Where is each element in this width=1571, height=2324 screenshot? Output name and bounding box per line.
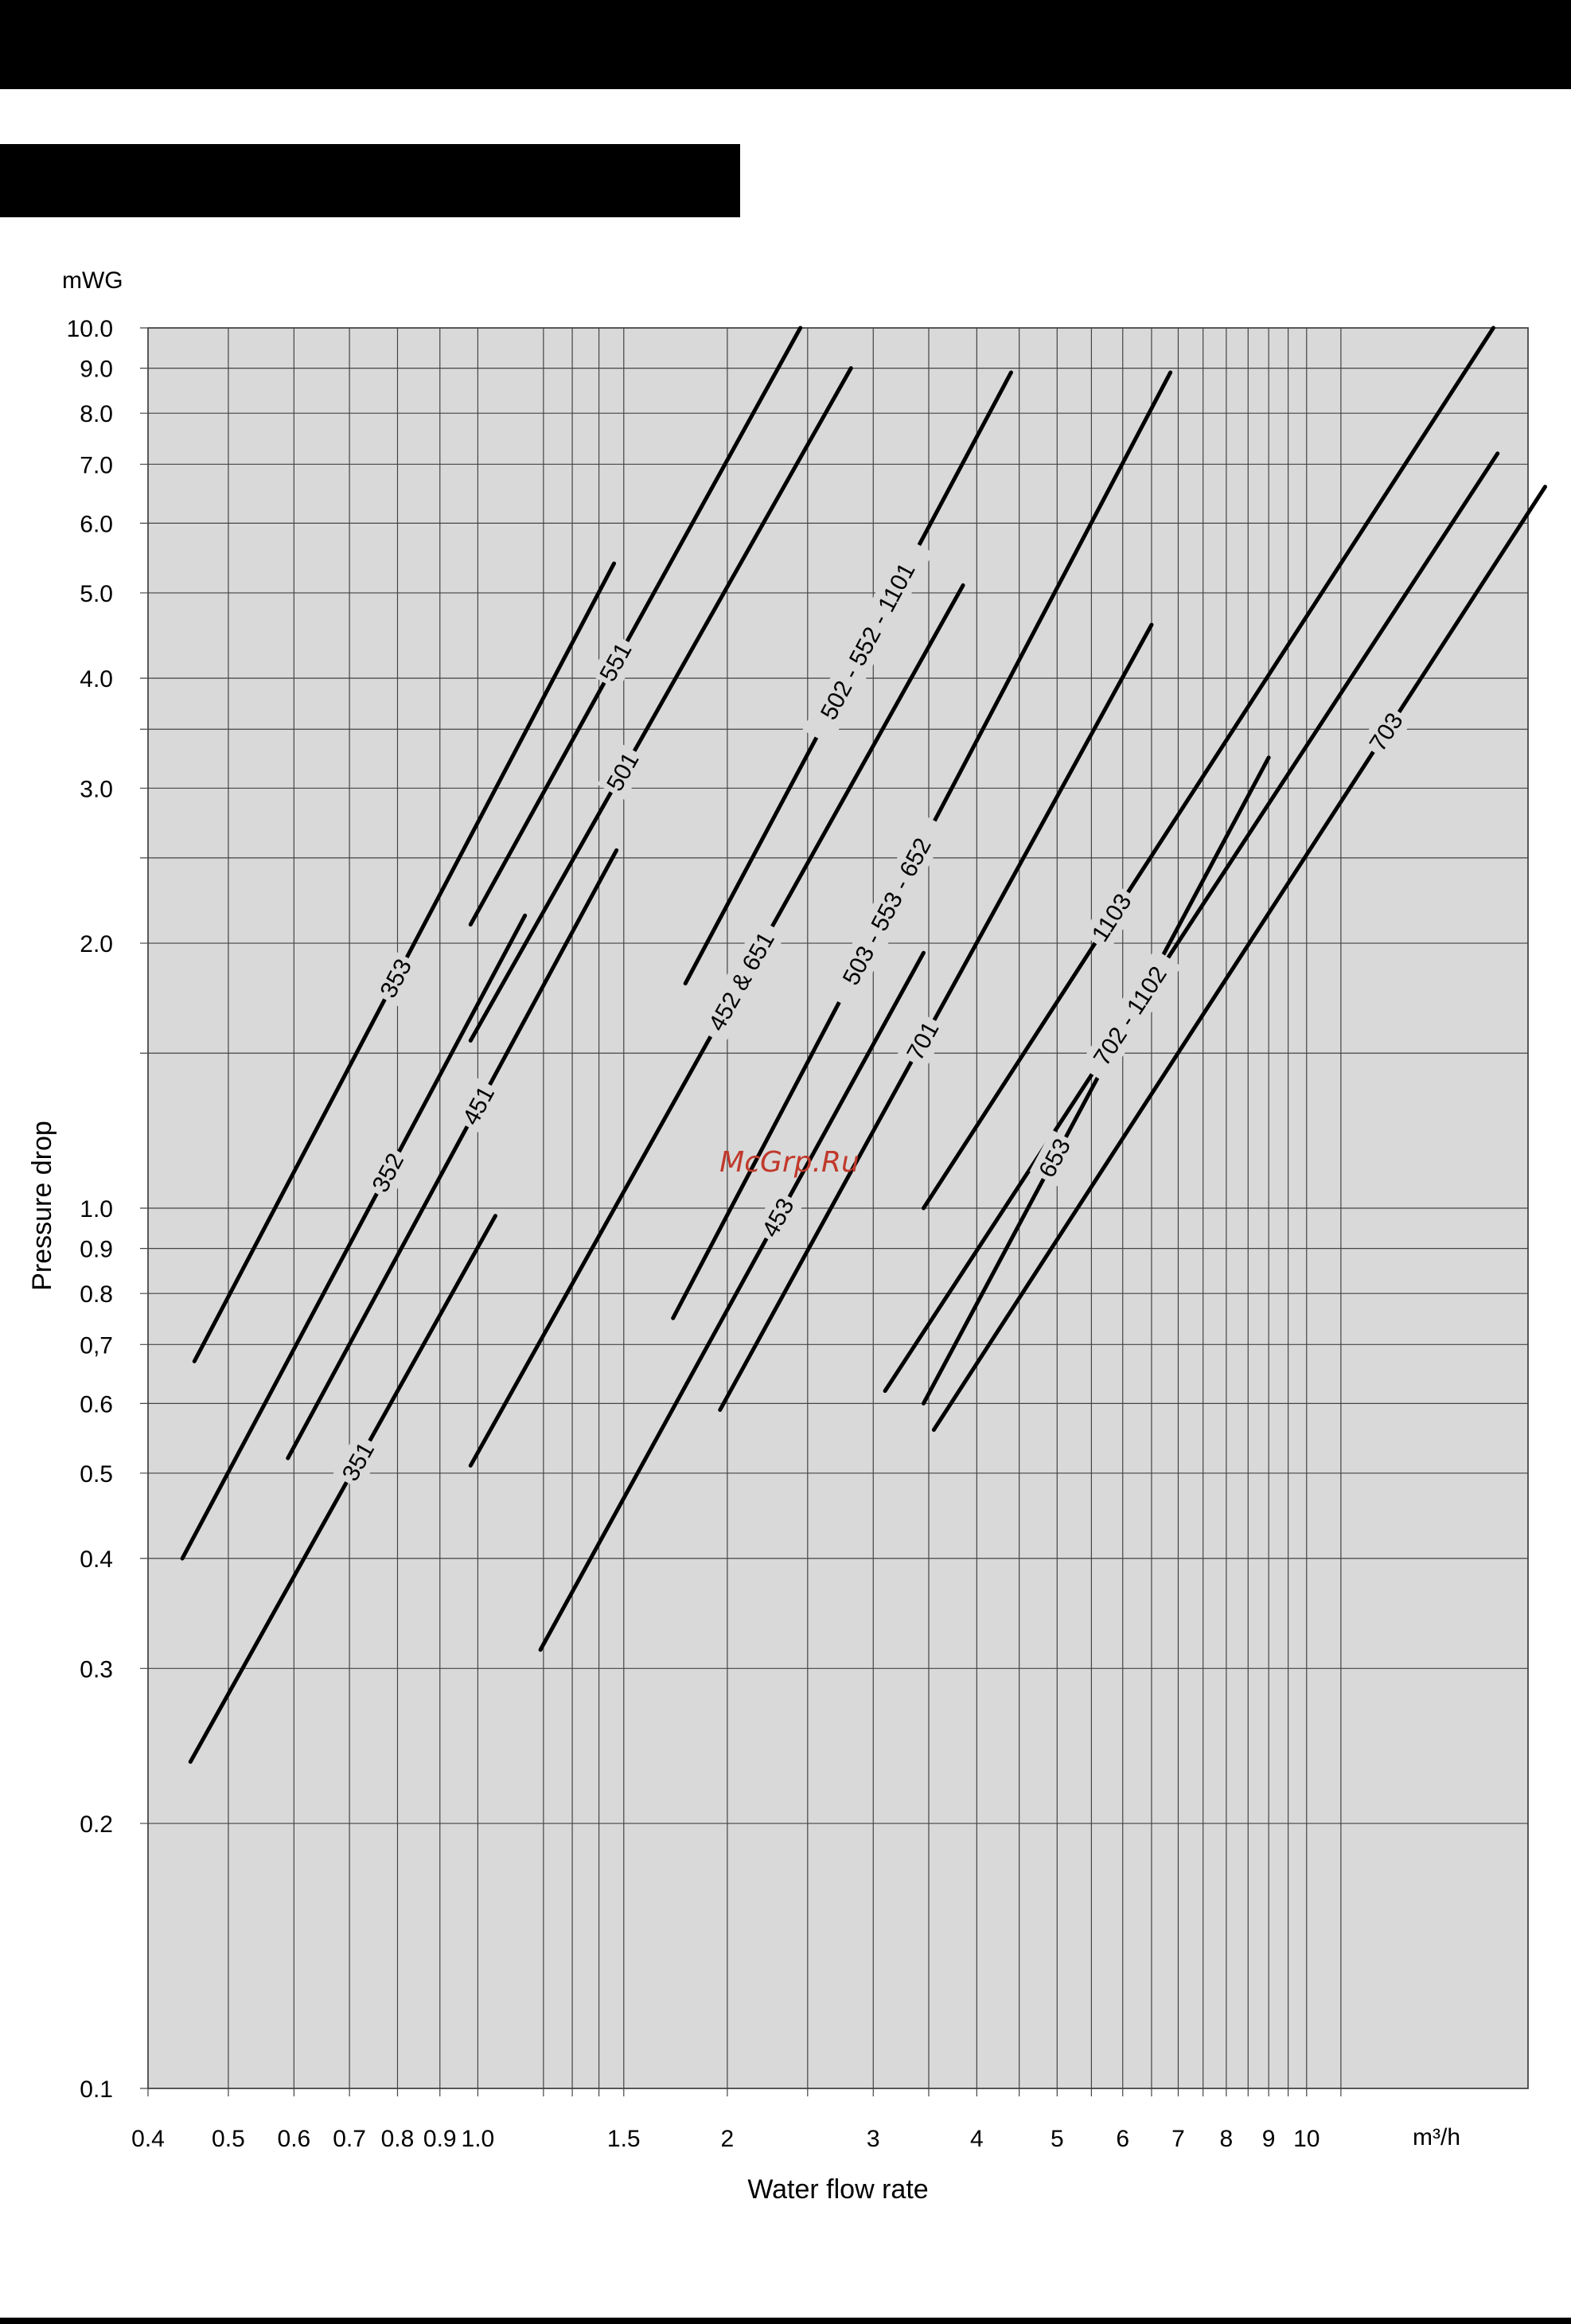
series-label-bg bbox=[696, 918, 786, 1045]
y-gridlines bbox=[140, 327, 1528, 2089]
y-tick-label: 6.0 bbox=[80, 511, 113, 537]
header-bar bbox=[0, 0, 1571, 89]
x-tick-label: 0.7 bbox=[333, 2126, 366, 2152]
series-line bbox=[931, 485, 1547, 1433]
series-label-bg bbox=[1359, 703, 1413, 761]
y-tick-label: 0.4 bbox=[80, 1546, 113, 1573]
y-tick-label: 1.0 bbox=[80, 1196, 113, 1222]
y-tick-label: 0,7 bbox=[80, 1332, 113, 1359]
series-label-bg bbox=[333, 1433, 384, 1491]
series-label-bg bbox=[752, 1189, 804, 1246]
series-line bbox=[883, 451, 1500, 1394]
series-line bbox=[921, 755, 1271, 1406]
series-label-bg bbox=[1078, 949, 1182, 1083]
watermark: McGrp.Ru bbox=[719, 1146, 860, 1179]
y-tick-label: 3.0 bbox=[80, 776, 113, 802]
y-tick-label: 0.8 bbox=[80, 1281, 113, 1308]
x-tick-label: 8 bbox=[1220, 2126, 1234, 2152]
series-line bbox=[468, 366, 853, 1043]
series-label-bg bbox=[370, 949, 421, 1007]
x-gridlines bbox=[147, 328, 1529, 2096]
y-tick-label: 9.0 bbox=[80, 357, 113, 383]
y-tick-label: 10.0 bbox=[67, 316, 113, 342]
x-tick-label: 2 bbox=[721, 2126, 735, 2152]
y-tick-label: 4.0 bbox=[80, 666, 113, 692]
x-tick-label: 0.8 bbox=[381, 2126, 415, 2152]
y-tick-label: 7.0 bbox=[80, 452, 113, 478]
x-tick-labels: 0.4 0.5 0.6 0.7 0.8 0.9 1.0 1.5 2 3 4 5 6 7 8 9 10 bbox=[131, 2126, 1320, 2152]
x-axis-title: Water flow rate bbox=[747, 2174, 928, 2205]
x-tick-label: 10 bbox=[1293, 2126, 1320, 2152]
series-label-bg bbox=[897, 1012, 949, 1070]
series-label-bg bbox=[802, 537, 934, 746]
x-axis-unit: m³/h bbox=[1413, 2124, 1460, 2150]
series-line bbox=[180, 913, 528, 1561]
y-tick-label: 0.2 bbox=[80, 1811, 113, 1838]
x-tick-label: 7 bbox=[1171, 2126, 1185, 2152]
series-label-bg bbox=[597, 743, 649, 801]
series-line bbox=[718, 622, 1154, 1412]
x-tick-label: 0.5 bbox=[212, 2126, 245, 2152]
x-tick-label: 3 bbox=[867, 2126, 880, 2152]
series-line bbox=[286, 848, 619, 1460]
x-tick-label: 6 bbox=[1116, 2126, 1129, 2152]
y-tick-label: 2.0 bbox=[80, 931, 113, 957]
y-tick-label: 0.5 bbox=[80, 1461, 113, 1488]
y-tick-label: 0.3 bbox=[80, 1656, 113, 1683]
y-axis-title: Pressure drop bbox=[27, 1121, 57, 1291]
footer-bar bbox=[0, 2318, 1571, 2324]
y-axis-unit: mWG bbox=[62, 267, 123, 294]
y-tick-label: 0.1 bbox=[80, 2076, 113, 2103]
series-line bbox=[921, 326, 1495, 1211]
x-tick-label: 9 bbox=[1262, 2126, 1276, 2152]
series-lines bbox=[180, 326, 1547, 1764]
y-tick-label: 8.0 bbox=[80, 401, 113, 427]
series-label-bg bbox=[824, 813, 949, 1010]
y-tick-label: 5.0 bbox=[80, 581, 113, 607]
series-line bbox=[468, 326, 803, 927]
x-tick-label: 0.4 bbox=[131, 2126, 165, 2152]
series-label-bg bbox=[1082, 883, 1142, 952]
series-label-bg bbox=[1029, 1129, 1080, 1187]
x-tick-label: 1.5 bbox=[607, 2126, 641, 2152]
y-tick-label: 0.9 bbox=[80, 1237, 113, 1263]
x-tick-label: 5 bbox=[1051, 2126, 1064, 2152]
section-title-bar bbox=[0, 144, 740, 217]
x-tick-label: 4 bbox=[970, 2126, 984, 2152]
x-tick-label: 1.0 bbox=[462, 2126, 495, 2152]
x-tick-label: 0.6 bbox=[278, 2126, 311, 2152]
x-tick-label: 0.9 bbox=[423, 2126, 457, 2152]
series-line bbox=[188, 1214, 497, 1764]
y-tick-label: 0.6 bbox=[80, 1391, 113, 1417]
series-line bbox=[538, 950, 926, 1652]
series-label-bg bbox=[590, 634, 641, 691]
series-label-bg bbox=[362, 1144, 414, 1202]
y-tick-labels: 0.1 0.2 0.3 0.4 0.5 0.6 0,7 0.8 0.9 1.0 2.0 3.0 4.0 5… bbox=[67, 316, 113, 2103]
series-label-bg bbox=[453, 1077, 504, 1134]
